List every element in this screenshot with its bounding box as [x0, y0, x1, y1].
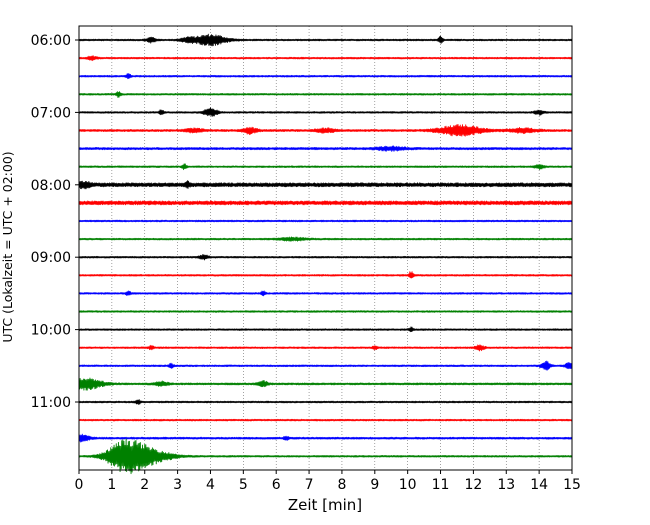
x-tick-label-1: 1 [107, 477, 116, 493]
trace-09:45 [78, 310, 573, 313]
trace-10:00 [78, 326, 573, 333]
plot-frame [78, 25, 573, 471]
trace-06:45 [78, 91, 573, 98]
trace-10:15 [78, 344, 573, 352]
trace-11:45 [78, 438, 573, 475]
trace-07:30 [78, 145, 573, 152]
x-axis-label: Zeit [min] [288, 496, 362, 514]
trace-09:30 [78, 290, 573, 297]
trace-07:00 [78, 107, 573, 117]
seismic-traces [78, 33, 573, 475]
x-tick-label-13: 13 [497, 477, 515, 493]
x-tick-label-11: 11 [432, 477, 450, 493]
trace-09:00 [78, 254, 573, 261]
trace-11:30 [78, 433, 573, 443]
y-tick-label-09:00: 09:00 [31, 250, 71, 266]
y-tick-label-08:00: 08:00 [31, 178, 71, 194]
x-tick-label-10: 10 [399, 477, 417, 493]
trace-08:45 [78, 236, 573, 242]
y-axis-ticks: 06:00 07:00 08:00 09:00 10:00 11:00 [31, 33, 79, 411]
x-tick-label-12: 12 [464, 477, 482, 493]
y-tick-label-06:00: 06:00 [31, 33, 71, 49]
x-tick-label-3: 3 [173, 477, 182, 493]
trace-10:30 [78, 360, 573, 371]
x-tick-label-4: 4 [206, 477, 215, 493]
y-tick-label-10:00: 10:00 [31, 323, 71, 339]
x-tick-label-15: 15 [563, 477, 581, 493]
grid-lines [111, 26, 540, 470]
trace-08:15 [78, 200, 573, 206]
trace-08:30 [78, 219, 573, 223]
x-tick-label-6: 6 [272, 477, 281, 493]
x-tick-label-0: 0 [75, 477, 84, 493]
trace-10:45 [78, 377, 573, 391]
x-tick-label-9: 9 [370, 477, 379, 493]
y-tick-label-11:00: 11:00 [31, 395, 71, 411]
trace-07:45 [78, 163, 573, 171]
x-tick-label-5: 5 [239, 477, 248, 493]
trace-06:00 [78, 33, 573, 47]
trace-11:15 [78, 418, 573, 422]
x-axis-ticks: 0 1 2 3 4 5 6 7 8 9 10 11 12 13 14 15 [75, 470, 581, 493]
x-tick-label-7: 7 [305, 477, 314, 493]
trace-06:15 [78, 55, 573, 62]
trace-11:00 [78, 399, 573, 405]
trace-08:00 [78, 180, 573, 190]
x-tick-label-2: 2 [140, 477, 149, 493]
trace-09:15 [78, 271, 573, 279]
x-tick-label-14: 14 [530, 477, 548, 493]
y-axis-label: UTC (Lokalzeit = UTC + 02:00) [0, 151, 15, 342]
x-tick-label-8: 8 [337, 477, 346, 493]
y-tick-label-07:00: 07:00 [31, 105, 71, 121]
trace-06:30 [78, 73, 573, 80]
trace-07:15 [78, 124, 573, 137]
